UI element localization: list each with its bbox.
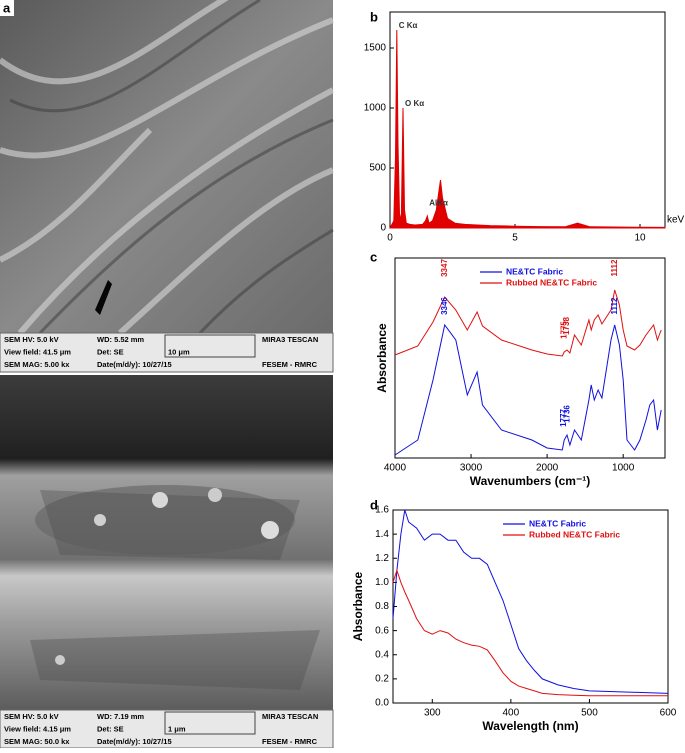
y-tick-label: 0.2 (375, 674, 389, 685)
info-text: MIRA3 TESCAN (262, 712, 318, 721)
annotation: 1738 (562, 317, 571, 335)
y-tick-label: 1.0 (375, 577, 389, 588)
y-tick-label: 0 (380, 223, 386, 234)
x-tick-label: 10 (634, 233, 646, 244)
y-tick-label: 1000 (364, 103, 387, 114)
y-tick-label: 0.8 (375, 601, 389, 612)
x-tick-label: 500 (581, 708, 598, 719)
line (394, 289, 662, 357)
annotation: O Kα (405, 99, 424, 108)
chart: c 4000 3000 2000 1000 Wavenumbers (cm⁻¹) Absor… (370, 249, 666, 488)
plot-frame (394, 257, 666, 459)
info-text: 10 μm (168, 347, 190, 356)
x-axis-label: keV (667, 215, 685, 226)
info-text: View field: 41.5 μm (4, 347, 71, 356)
line (392, 509, 669, 694)
x-tick-label: 2000 (536, 463, 559, 474)
legend-label: Rubbed NE&TC Fabric (506, 277, 597, 287)
x-tick-label: 300 (424, 708, 441, 719)
y-tick-label: 1.2 (375, 553, 389, 564)
info-text: MIRA3 TESCAN (262, 335, 318, 344)
scale-box (164, 334, 256, 358)
info-text: WD: 7.19 mm (97, 712, 144, 721)
area (389, 29, 666, 229)
chart: d 300 400 500 600 0.0 0.2 0.4 0.6 0.8 1.0 1.2 1.4 1.6… (351, 497, 677, 733)
info-text: FESEM - RMRC (262, 737, 318, 746)
plot-frame (389, 11, 666, 229)
panel-label: d (370, 497, 378, 512)
line (394, 323, 662, 456)
y-tick-label: 0.6 (375, 625, 389, 636)
panel-label-bg (0, 0, 14, 16)
x-tick-label: 1000 (612, 463, 635, 474)
y-axis-label: Absorbance (375, 323, 389, 393)
y-tick-label: 0.0 (375, 698, 389, 709)
annotation: 3347 (440, 259, 449, 277)
legend-label: NE&TC Fabric (506, 266, 563, 276)
info-text: 1 μm (168, 724, 186, 733)
annotation: 1112 (610, 297, 619, 314)
legend-label: Rubbed NE&TC Fabric (529, 529, 620, 539)
chart: b 0 5 10 0 500 1000 1500 keV C Kα O Kα AlKα (364, 9, 685, 243)
annotation: 1736 (562, 405, 571, 423)
info-text: Det: SE (97, 347, 124, 356)
y-tick-label: 1500 (364, 43, 387, 54)
sem-image-2 (0, 375, 333, 710)
info-text: FESEM - RMRC (262, 360, 318, 369)
annotation: AlKα (429, 199, 448, 208)
y-tick-label: 1.6 (375, 505, 389, 516)
x-tick-label: 3000 (460, 463, 483, 474)
info-text: WD: 5.52 mm (97, 335, 144, 344)
x-tick-label: 0 (387, 233, 393, 244)
x-tick-label: 5 (512, 233, 518, 244)
info-bar (0, 332, 334, 373)
x-axis-label: Wavelength (nm) (482, 719, 578, 733)
line (392, 568, 668, 697)
annotation: 1112 (610, 259, 619, 276)
y-tick-label: 500 (369, 163, 386, 174)
panel-label: a (3, 0, 11, 15)
x-tick-label: 4000 (384, 463, 407, 474)
x-tick-label: 600 (660, 708, 677, 719)
info-text: Date(m/d/y): 10/27/15 (97, 360, 172, 369)
scale-box (164, 711, 256, 735)
panel-label: b (370, 9, 378, 24)
info-text: Date(m/d/y): 10/27/15 (97, 737, 172, 746)
info-text: SEM HV: 5.0 kV (4, 335, 59, 344)
x-axis-label: Wavenumbers (cm⁻¹) (470, 474, 591, 488)
info-text: SEM MAG: 5.00 kx (4, 360, 70, 369)
x-tick-label: 400 (503, 708, 520, 719)
legend-label: NE&TC Fabric (529, 518, 586, 528)
annotation: 3346 (440, 297, 449, 315)
annotation: 1775 (559, 321, 568, 339)
y-tick-label: 0.4 (375, 649, 389, 660)
sem-image-a (0, 0, 335, 336)
panel-label: c (370, 249, 377, 264)
info-text: SEM MAG: 50.0 kx (4, 737, 70, 746)
y-tick-label: 1.4 (375, 529, 389, 540)
annotation: C Kα (399, 21, 418, 30)
info-text: Det: SE (97, 724, 124, 733)
info-text: SEM HV: 5.0 kV (4, 712, 59, 721)
info-text: View field: 4.15 μm (4, 724, 71, 733)
annotation: 1777 (559, 409, 568, 427)
y-axis-label: Absorbance (351, 572, 365, 642)
